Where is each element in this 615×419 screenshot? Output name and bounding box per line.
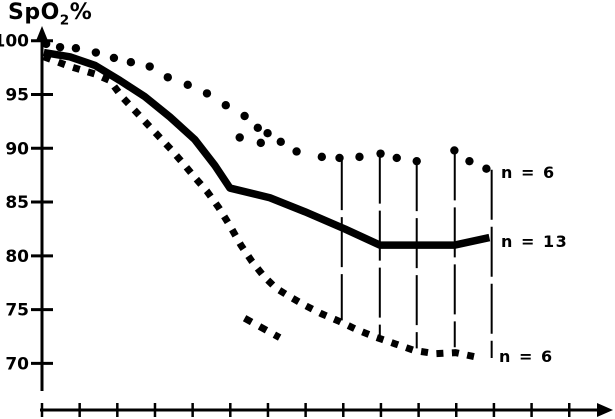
- chart-title: SpO2%: [8, 0, 92, 28]
- y-tick-label: 75: [5, 301, 29, 321]
- series-upper-dot: [145, 62, 154, 71]
- series-upper-dot: [465, 156, 474, 166]
- series-upper-dot: [126, 58, 136, 67]
- series-upper-dot: [55, 42, 65, 52]
- label-lower-n6: n = 6: [499, 347, 554, 366]
- series-upper-dot: [412, 156, 421, 166]
- detached-dash-segment: [242, 315, 282, 341]
- x-axis-arrow-icon: [597, 403, 613, 417]
- label-upper-n6: n = 6: [501, 163, 556, 182]
- series-upper-dot: [109, 53, 119, 63]
- title-subscript: 2: [59, 12, 70, 29]
- title-unit: %: [69, 0, 93, 25]
- series-mean-solid: [43, 48, 491, 249]
- series-upper-dot: [263, 129, 272, 138]
- title-text: SpO: [8, 0, 60, 25]
- series-upper-dot: [355, 152, 364, 162]
- series-upper-dot: [221, 101, 230, 110]
- y-tick-label: 95: [5, 85, 29, 105]
- series-upper-dot: [41, 39, 51, 49]
- series-upper-dot: [235, 133, 244, 142]
- series-upper-dot: [91, 48, 101, 57]
- series-upper-dot: [163, 73, 172, 82]
- label-mean-n13: n = 13: [501, 232, 569, 251]
- y-axis-arrow-icon: [35, 26, 49, 42]
- series-upper-dot: [253, 123, 262, 133]
- y-tick-label: 80: [5, 247, 29, 267]
- series-upper-dot: [292, 147, 301, 156]
- series-upper-dot: [482, 164, 491, 173]
- y-tick-label: 100: [0, 32, 29, 52]
- series-upper-dot: [317, 152, 327, 162]
- series-lower-dashed: [42, 53, 477, 361]
- series-upper-dot: [71, 44, 81, 53]
- series-upper-dot: [450, 146, 459, 155]
- series-upper-dot: [376, 149, 385, 158]
- series-upper-dot: [202, 89, 212, 98]
- series-upper-dot: [183, 80, 192, 89]
- y-tick-label: 85: [5, 193, 29, 213]
- series-upper-dot: [392, 153, 401, 163]
- series-upper-dot: [335, 153, 344, 163]
- y-tick-label: 70: [5, 354, 29, 374]
- series-upper-dot: [276, 137, 285, 147]
- y-tick-label: 90: [5, 139, 29, 159]
- series-upper-dot: [240, 111, 249, 121]
- series-upper-dot: [256, 138, 266, 148]
